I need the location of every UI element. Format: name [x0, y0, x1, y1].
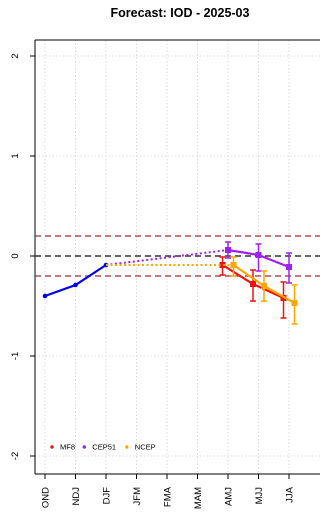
grid: [35, 40, 320, 474]
y-tick-label: 2: [10, 53, 21, 58]
forecast-point: [291, 300, 298, 306]
forecast-point: [230, 262, 237, 268]
forecast-point: [286, 264, 292, 270]
series-mf8: [106, 256, 287, 319]
observed-point: [73, 282, 78, 288]
y-tick-label: -2: [10, 452, 21, 460]
forecast-point: [260, 283, 267, 289]
legend-marker: [82, 445, 87, 449]
x-tick-label: AMJ: [224, 487, 235, 506]
x-tick-label: MAM: [193, 487, 204, 509]
forecast-point: [225, 247, 231, 253]
plot-area: 2 1 0 -1 -2 OND NDJ DJF JFM FMA MAM AMJ MJJ JJA MF8 CEP…: [10, 39, 320, 509]
legend-label: CEP51: [92, 443, 116, 452]
legend-label: NCEP: [135, 443, 156, 452]
x-tick-label: MJJ: [254, 487, 265, 505]
x-tick-label: NDJ: [71, 487, 82, 506]
observed-point: [42, 293, 48, 299]
legend-marker: [50, 445, 54, 449]
x-tick-label: DJF: [102, 487, 113, 505]
x-tick-label: OND: [41, 487, 52, 508]
series-cep51: [105, 241, 292, 284]
forecast-point: [255, 252, 262, 258]
legend: MF8 CEP51 NCEP: [50, 443, 156, 452]
series-ncep: [106, 256, 298, 325]
forecast-point: [219, 262, 226, 268]
x-tick-label: JJA: [285, 486, 296, 503]
forecast-point: [250, 281, 257, 287]
y-tick-label: 0: [10, 253, 21, 258]
observed-line: [44, 264, 107, 298]
x-tick-label: JFM: [132, 487, 143, 506]
legend-marker: [125, 445, 129, 449]
chart-title: Forecast: IOD - 2025-03: [111, 6, 250, 20]
x-tick-label: FMA: [163, 486, 174, 507]
y-tick-label: 1: [10, 153, 21, 158]
y-tick-label: -1: [10, 352, 21, 360]
legend-label: MF8: [60, 443, 75, 452]
